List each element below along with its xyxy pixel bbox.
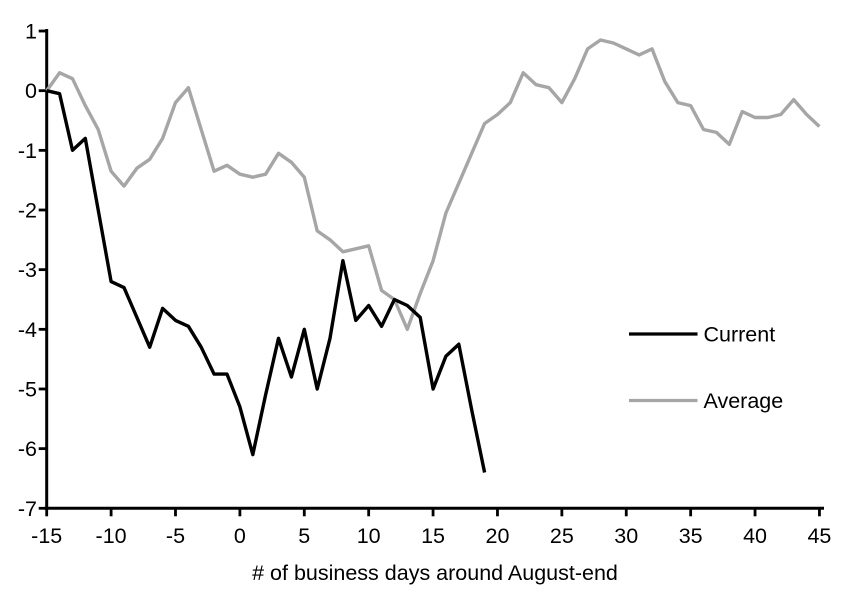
- average-series-line: [45, 38, 821, 331]
- x-tick-label: 25: [550, 524, 574, 548]
- legend-current-label: Current: [704, 323, 776, 347]
- x-tick-label: -10: [96, 524, 127, 548]
- x-tick-label: 30: [614, 524, 638, 548]
- x-tick-label: 10: [357, 524, 381, 548]
- y-tick-label: -4: [18, 318, 37, 342]
- x-tick-label: 40: [743, 524, 767, 548]
- current-series-line: [46, 89, 487, 473]
- x-tick-label: 35: [679, 524, 703, 548]
- y-tick-label: -2: [18, 199, 37, 223]
- x-tick-label: 5: [298, 524, 310, 548]
- y-tick-label: -6: [18, 437, 37, 461]
- y-tick-label: 1: [25, 20, 37, 44]
- y-tick-label: -7: [18, 497, 37, 521]
- x-axis-title: # of business days around August-end: [252, 561, 618, 585]
- x-tick-label: -15: [31, 524, 62, 548]
- y-tick-label: -3: [18, 258, 37, 282]
- x-tick-label: 15: [421, 524, 445, 548]
- x-tick-label: -5: [166, 524, 185, 548]
- y-tick-label: -1: [18, 139, 37, 163]
- x-tick-label: 45: [807, 524, 831, 548]
- x-tick-label: 0: [234, 524, 246, 548]
- legend-average-label: Average: [704, 389, 784, 413]
- x-tick-label: 20: [486, 524, 510, 548]
- y-tick-label: 0: [25, 79, 37, 103]
- y-tick-label: -5: [18, 377, 37, 401]
